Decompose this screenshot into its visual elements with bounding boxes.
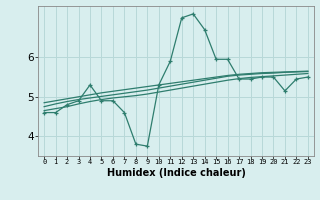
X-axis label: Humidex (Indice chaleur): Humidex (Indice chaleur) (107, 168, 245, 178)
